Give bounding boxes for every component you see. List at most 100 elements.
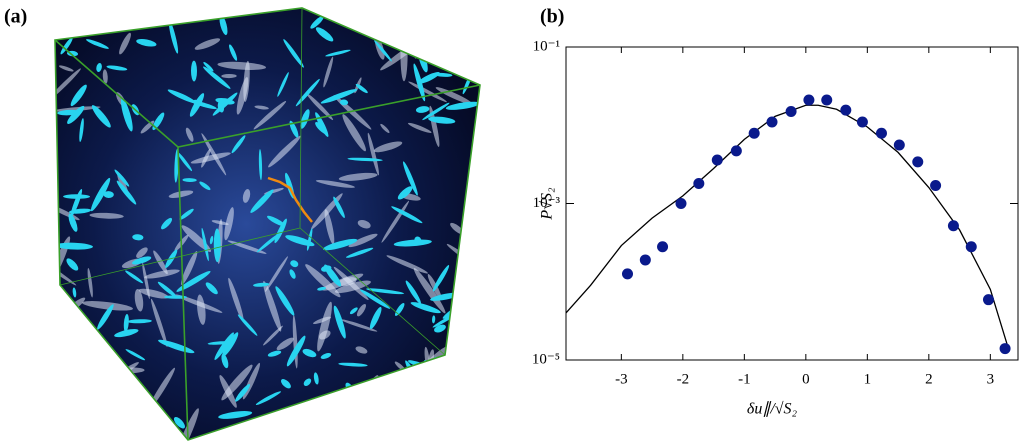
- vortex-tube: [161, 217, 173, 230]
- data-point: [766, 116, 778, 128]
- white-streak: [408, 81, 447, 103]
- white-streak: [87, 267, 93, 298]
- vortex-tube: [77, 321, 90, 338]
- white-streak: [150, 298, 168, 348]
- vortex-tube: [360, 289, 391, 309]
- white-streak: [446, 363, 480, 405]
- y-tick-label: 10⁻¹: [533, 38, 560, 54]
- x-tick-label: -3: [615, 371, 628, 387]
- white-streak: [55, 8, 96, 21]
- white-streak: [136, 247, 148, 259]
- white-streak: [144, 269, 180, 279]
- vortex-tube: [199, 181, 211, 191]
- vortex-tube: [460, 374, 466, 407]
- vortex-tube: [256, 232, 281, 253]
- white-streak: [452, 348, 460, 366]
- white-streak: [468, 334, 479, 375]
- vortex-tube: [447, 39, 462, 49]
- vortex-tube: [190, 60, 198, 82]
- y-axis-label: P√S₂: [539, 187, 556, 221]
- vortex-tube: [428, 116, 456, 124]
- data-point: [657, 241, 669, 253]
- vortex-tube: [132, 256, 152, 265]
- vortex-tube: [91, 105, 111, 128]
- vortex-tube: [477, 420, 480, 435]
- vortex-tube: [303, 378, 312, 386]
- white-streak: [221, 73, 237, 79]
- vortex-tube: [374, 40, 392, 62]
- vortex-tube: [235, 384, 251, 402]
- vortex-tube: [397, 186, 413, 200]
- vortex-tube: [346, 247, 374, 258]
- vortex-tube: [219, 14, 228, 36]
- data-point: [875, 127, 887, 139]
- white-streak: [356, 406, 394, 435]
- vortex-tube: [70, 84, 87, 107]
- vortex-tube: [313, 372, 319, 385]
- white-streak: [334, 280, 371, 294]
- vortex-tube: [281, 379, 291, 389]
- vortex-tube: [86, 39, 109, 49]
- data-point: [639, 254, 651, 266]
- white-streak: [367, 132, 379, 176]
- vortex-tube: [378, 30, 389, 38]
- vortex-tube: [157, 281, 177, 298]
- white-streak: [55, 365, 69, 378]
- white-streak: [346, 389, 363, 403]
- vortex-tube: [302, 348, 317, 358]
- vortex-tube: [237, 314, 258, 336]
- vortex-tube: [114, 329, 139, 338]
- x-tick-label: 0: [802, 371, 810, 387]
- vortex-tube: [72, 287, 77, 298]
- vortex-tube: [315, 122, 328, 135]
- vortex-tube: [333, 305, 346, 339]
- white-streak: [142, 262, 150, 300]
- white-streak: [431, 380, 480, 401]
- vortex-tube: [267, 215, 286, 227]
- vortex-tube: [300, 109, 310, 129]
- vortex-tube: [446, 12, 450, 48]
- vortex-tube: [55, 242, 93, 250]
- vortex-tube: [274, 218, 287, 244]
- white-streak: [253, 101, 287, 130]
- vortex-tube: [357, 13, 372, 28]
- white-streak: [380, 123, 390, 133]
- white-streak: [408, 418, 450, 440]
- vortex-tube: [325, 49, 351, 57]
- data-point: [785, 105, 797, 117]
- white-streak: [55, 266, 59, 284]
- white-streak: [365, 381, 377, 394]
- vortex-tube: [285, 235, 315, 247]
- vortex-tube: [289, 120, 299, 138]
- data-point: [947, 220, 959, 232]
- panel-label: (b): [540, 6, 564, 28]
- vortex-tube: [152, 112, 165, 131]
- vortex-tube: [449, 379, 480, 388]
- white-streak: [462, 237, 480, 269]
- white-streak: [355, 346, 368, 354]
- vortex-tube: [123, 313, 129, 332]
- white-streak: [386, 255, 428, 274]
- vortex-tube: [114, 169, 130, 187]
- white-streak: [89, 212, 124, 219]
- white-streak: [55, 254, 77, 286]
- white-streak: [217, 61, 266, 70]
- vortex-tube: [338, 362, 368, 367]
- white-streak: [324, 403, 337, 410]
- white-streak: [450, 321, 463, 367]
- vortex-tube: [405, 280, 421, 304]
- vortex-tube: [445, 101, 480, 110]
- vortex-tube: [434, 324, 446, 333]
- vortex-tube: [136, 38, 157, 47]
- white-streak: [392, 382, 407, 393]
- vortex-tube: [418, 72, 440, 84]
- white-streak: [340, 319, 378, 332]
- vortex-tube: [68, 208, 92, 214]
- white-streak: [185, 127, 194, 142]
- white-streak: [324, 209, 335, 245]
- white-streak: [452, 8, 459, 20]
- white-streak: [313, 316, 332, 325]
- white-streak: [319, 330, 331, 340]
- x-tick-label: 1: [864, 371, 872, 387]
- vortex-tube: [213, 228, 221, 263]
